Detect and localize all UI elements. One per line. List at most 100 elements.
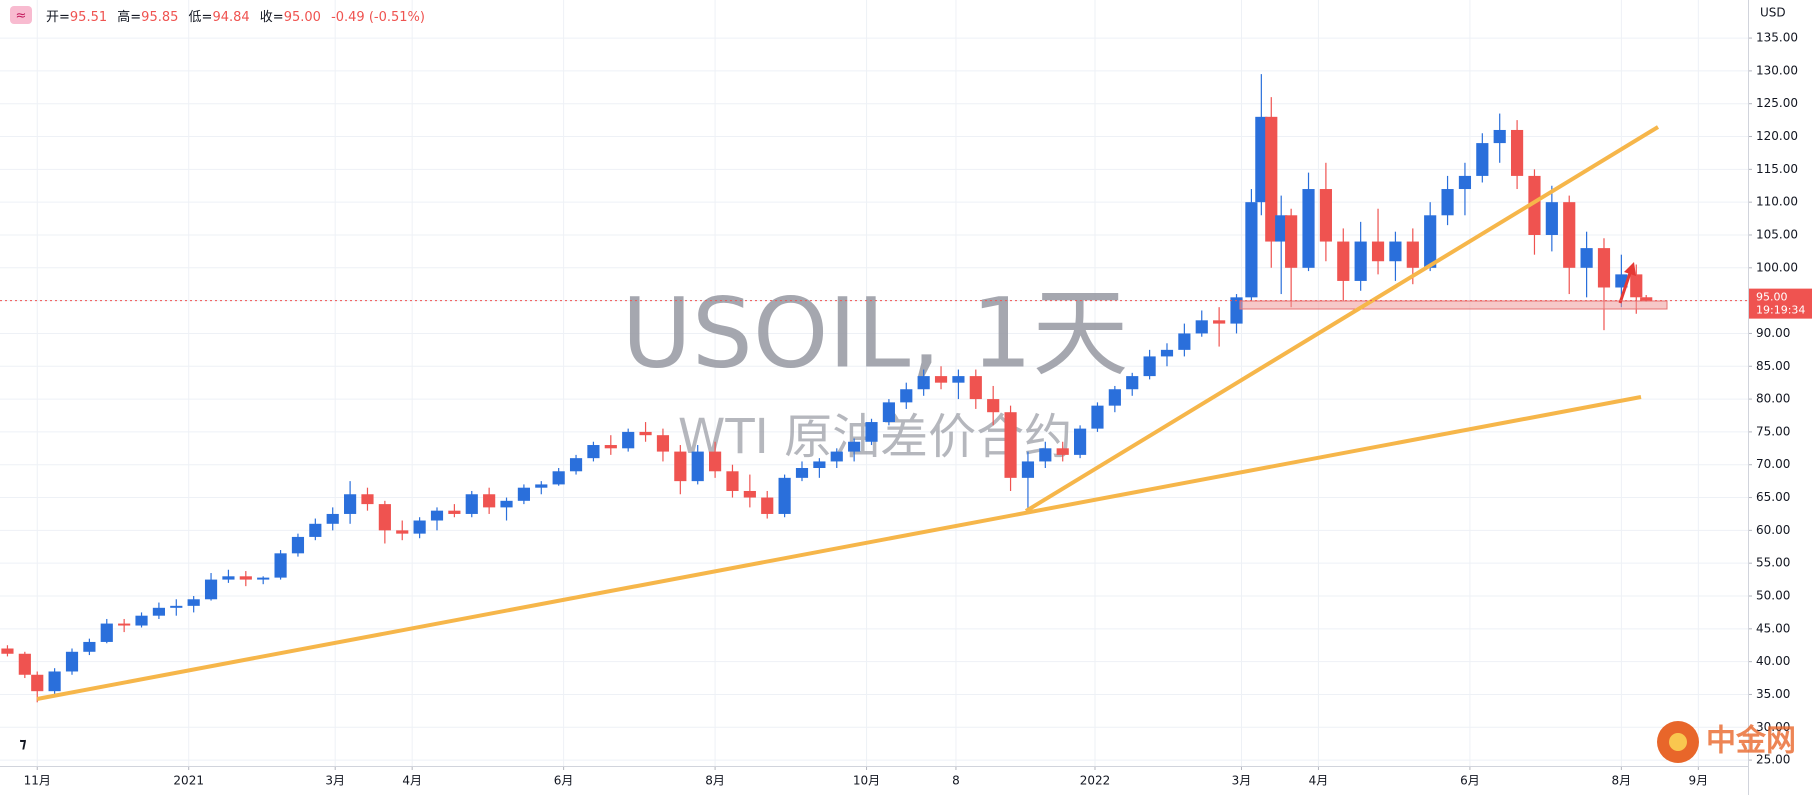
y-tick-label: 115.00: [1756, 162, 1798, 176]
y-tick-label: 85.00: [1756, 359, 1790, 373]
tv-logo: ⁊: [19, 736, 26, 752]
candle-body: [187, 599, 200, 606]
candle-body: [326, 513, 339, 524]
last-price-label: 95.00: [1756, 291, 1788, 304]
candle-body: [1265, 116, 1278, 242]
candle-body: [1406, 241, 1419, 268]
x-tick-label: 8月: [1612, 774, 1632, 788]
time-axis-border: [0, 766, 1748, 767]
candle-body: [1195, 320, 1208, 334]
candle-body: [813, 461, 826, 469]
candle-body: [517, 487, 530, 501]
close-label: 收=: [260, 10, 284, 25]
y-tick-label: 125.00: [1756, 96, 1798, 110]
candle-body: [535, 484, 548, 488]
candle-body: [257, 577, 270, 580]
trend-line: [36, 395, 1642, 701]
candle-body: [674, 451, 687, 482]
candle-body: [430, 510, 444, 521]
y-tick-label: 90.00: [1756, 326, 1790, 340]
candle-body: [239, 576, 252, 580]
symbol-icon[interactable]: [10, 6, 32, 24]
candle-body: [969, 376, 982, 400]
y-tick-label: 100.00: [1756, 260, 1798, 274]
candle-body: [934, 376, 948, 383]
candle-body: [917, 376, 930, 390]
candle-body: [1302, 189, 1315, 268]
x-tick-label: 3月: [1232, 774, 1252, 788]
candle-body: [795, 468, 809, 478]
candle-body: [1615, 274, 1628, 288]
candle-body: [204, 579, 218, 600]
candle-body: [1580, 248, 1593, 268]
candle-body: [413, 520, 426, 534]
candle-body: [987, 399, 1000, 413]
arrow-shaft: [1618, 269, 1633, 304]
y-tick-label: 40.00: [1756, 654, 1790, 668]
y-tick-label: 130.00: [1756, 63, 1798, 77]
candle-body: [291, 536, 305, 554]
logo-mark-inner: [1669, 733, 1687, 751]
candle-body: [656, 435, 670, 452]
candles: [1, 74, 1653, 703]
high-label: 高=: [117, 9, 141, 25]
x-tick-label: 8: [952, 774, 960, 788]
support-zone: [1239, 300, 1668, 310]
x-tick-label: 2022: [1080, 774, 1111, 788]
countdown: 19:19:34: [1756, 304, 1805, 317]
candle-body: [1213, 320, 1226, 324]
candle-body: [31, 674, 44, 692]
watermark-symbol: USOIL, 1天: [622, 277, 1129, 389]
candle-body: [1563, 202, 1576, 268]
arrow-head: [1624, 262, 1636, 276]
candle-body: [344, 494, 357, 514]
y-tick-label: 55.00: [1756, 556, 1790, 570]
y-tick-label: 30.00: [1756, 720, 1790, 734]
candle-body: [900, 389, 913, 403]
y-tick-label: 25.00: [1756, 753, 1790, 767]
x-tick-label: 4月: [402, 774, 422, 788]
y-tick-label: 65.00: [1756, 490, 1790, 504]
y-tick-label: 135.00: [1756, 31, 1798, 45]
candle-body: [1126, 376, 1139, 390]
y-tick-label: 50.00: [1756, 588, 1790, 602]
currency[interactable]: USD: [1760, 6, 1786, 20]
candle-body: [483, 494, 496, 508]
candle-body: [1476, 143, 1489, 176]
y-tick-label: 60.00: [1756, 523, 1790, 537]
tv-logo-bg[interactable]: [10, 733, 36, 753]
y-tick-label: 120.00: [1756, 129, 1798, 143]
candle-body: [569, 458, 583, 472]
symbol-icon-glyph: ≈: [16, 9, 27, 24]
candle-body: [1389, 241, 1402, 262]
candle-body: [500, 500, 513, 508]
x-tick-label: 8月: [705, 774, 725, 788]
candle-body: [361, 494, 374, 505]
candle-body: [1108, 389, 1121, 406]
candle-body: [309, 523, 322, 537]
candle-body: [691, 451, 704, 482]
low-label: 低=: [189, 10, 213, 25]
open-value: 95.51: [70, 10, 107, 25]
candle-body: [1441, 189, 1454, 216]
candle-body: [1337, 241, 1350, 281]
candle-body: [1285, 215, 1298, 268]
candle-body: [100, 623, 113, 642]
candle-body: [1319, 189, 1332, 242]
candle-body: [1, 648, 14, 654]
candle-body: [882, 402, 895, 423]
y-tick-label: 45.00: [1756, 621, 1790, 635]
y-tick-label: 110.00: [1756, 195, 1798, 209]
candle-body: [639, 431, 652, 436]
candle-body: [152, 607, 165, 616]
y-tick-label: 105.00: [1756, 227, 1798, 241]
candle-body: [1493, 129, 1506, 144]
candle-body: [465, 494, 478, 514]
candle-body: [1597, 248, 1611, 288]
open-label: 开=: [46, 10, 70, 25]
candle-body: [778, 477, 791, 514]
candle-body: [378, 504, 391, 531]
x-tick-label: 6月: [1460, 774, 1480, 788]
candle-body: [83, 641, 96, 652]
x-tick-label: 9月: [1689, 774, 1709, 788]
